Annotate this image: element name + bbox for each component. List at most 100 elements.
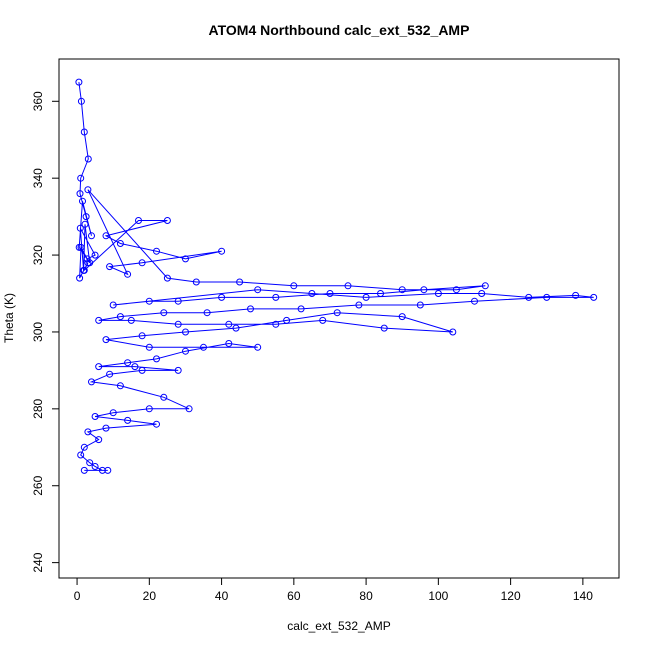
data-point bbox=[77, 97, 85, 105]
data-point bbox=[319, 316, 327, 324]
data-point bbox=[106, 263, 114, 271]
data-point bbox=[543, 293, 551, 301]
data-point bbox=[182, 255, 189, 263]
y-axis: 240 260 280 300 320 340 360 bbox=[31, 91, 59, 573]
data-point bbox=[163, 274, 171, 282]
chart-title: ATOM4 Northbound calc_ext_532_AMP bbox=[209, 22, 470, 38]
data-point bbox=[76, 190, 84, 198]
data-point bbox=[109, 409, 117, 417]
x-tick-label: 0 bbox=[74, 589, 81, 603]
data-layer bbox=[75, 78, 598, 474]
data-point bbox=[135, 217, 142, 224]
y-tick-label: 300 bbox=[31, 322, 45, 342]
data-point bbox=[138, 366, 146, 374]
data-point bbox=[416, 301, 424, 309]
data-point bbox=[116, 313, 124, 321]
x-axis: 0 20 40 60 80 100 120 140 bbox=[74, 578, 593, 603]
data-point bbox=[153, 420, 160, 428]
data-point bbox=[225, 340, 233, 347]
y-tick-label: 320 bbox=[31, 245, 45, 265]
data-point bbox=[88, 378, 95, 386]
x-tick-label: 60 bbox=[287, 589, 301, 603]
data-point bbox=[218, 293, 226, 301]
data-point bbox=[185, 405, 193, 413]
data-point bbox=[254, 343, 262, 351]
data-point bbox=[380, 324, 388, 332]
data-point bbox=[138, 259, 146, 267]
data-point bbox=[174, 366, 182, 374]
data-point bbox=[82, 213, 90, 221]
data-point bbox=[163, 217, 171, 224]
data-point bbox=[131, 363, 139, 371]
y-tick-label: 260 bbox=[31, 475, 45, 495]
data-point bbox=[145, 343, 153, 351]
data-point bbox=[95, 316, 103, 324]
data-point bbox=[174, 297, 182, 305]
data-point bbox=[203, 309, 211, 317]
data-point bbox=[344, 282, 352, 290]
data-point bbox=[174, 320, 182, 328]
data-point bbox=[102, 336, 110, 344]
data-point bbox=[124, 416, 132, 424]
data-point bbox=[290, 282, 298, 290]
data-point bbox=[91, 251, 99, 259]
data-point bbox=[272, 293, 280, 301]
data-point bbox=[160, 393, 168, 401]
data-point bbox=[326, 290, 334, 297]
data-point bbox=[102, 424, 110, 432]
data-point bbox=[218, 247, 226, 255]
data-point bbox=[84, 155, 92, 163]
x-axis-label: calc_ext_532_AMP bbox=[287, 619, 390, 633]
data-point bbox=[75, 78, 83, 86]
data-point bbox=[104, 466, 112, 474]
data-point bbox=[182, 347, 189, 355]
data-point bbox=[182, 328, 189, 336]
data-point bbox=[434, 290, 442, 297]
plot-frame bbox=[58, 58, 620, 579]
data-point bbox=[109, 301, 117, 309]
data-point bbox=[452, 286, 460, 294]
data-point bbox=[232, 324, 240, 332]
data-point bbox=[80, 128, 88, 136]
data-point bbox=[355, 301, 363, 309]
data-point bbox=[106, 370, 114, 378]
data-point bbox=[153, 247, 160, 255]
data-point bbox=[377, 290, 384, 297]
data-point bbox=[572, 291, 580, 299]
data-point bbox=[76, 224, 84, 232]
data-point bbox=[398, 313, 406, 321]
data-point bbox=[91, 463, 99, 470]
x-tick-label: 40 bbox=[215, 589, 229, 603]
x-tick-label: 120 bbox=[501, 589, 521, 603]
data-point bbox=[225, 320, 233, 328]
y-tick-label: 240 bbox=[31, 552, 45, 572]
data-point bbox=[95, 436, 103, 444]
data-point bbox=[80, 266, 88, 274]
data-point bbox=[478, 290, 486, 297]
data-point bbox=[398, 286, 406, 294]
data-point bbox=[272, 320, 280, 328]
data-point bbox=[124, 359, 132, 367]
data-point bbox=[481, 282, 489, 290]
data-point bbox=[76, 274, 84, 282]
data-point bbox=[283, 316, 291, 324]
data-point bbox=[297, 305, 305, 313]
data-point bbox=[590, 293, 598, 301]
data-point bbox=[192, 278, 200, 286]
data-point bbox=[81, 220, 89, 228]
data-point bbox=[95, 363, 103, 371]
data-point bbox=[308, 290, 316, 297]
data-point bbox=[84, 428, 92, 436]
data-point bbox=[116, 382, 124, 390]
data-point bbox=[236, 278, 244, 286]
series-line bbox=[78, 82, 594, 471]
x-tick-label: 20 bbox=[143, 589, 157, 603]
data-point bbox=[98, 466, 106, 474]
data-point bbox=[102, 232, 110, 240]
data-point bbox=[83, 255, 91, 263]
data-point bbox=[525, 293, 533, 301]
x-tick-label: 80 bbox=[359, 589, 373, 603]
data-point bbox=[138, 332, 146, 340]
